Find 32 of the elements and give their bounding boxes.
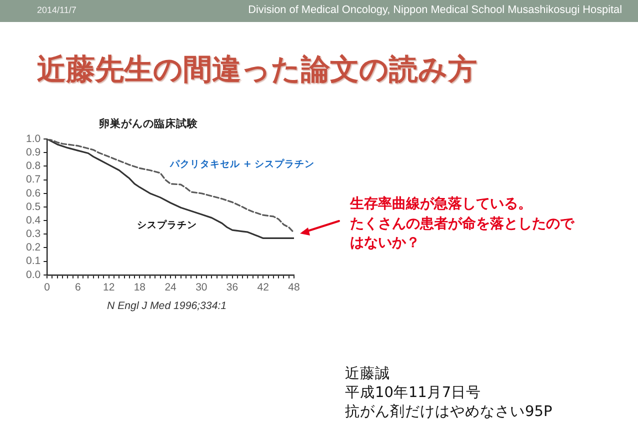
text: たくさんの患者が命を落としたのではないか？ <box>350 214 576 253</box>
text: 近藤誠 <box>345 365 390 383</box>
y-tick-label: 0.5 <box>26 200 41 213</box>
text: 生存率曲線が急落している。 <box>350 195 532 214</box>
chart-title: 近藤先生の間違った論文の読み方 <box>37 51 477 88</box>
text: 平成10年11月7日号 <box>345 384 482 402</box>
y-tick-label: 1.0 <box>26 132 41 145</box>
series-label: パクリタキセル + シスプラチン <box>170 158 315 171</box>
x-tick-label: 42 <box>257 282 270 294</box>
y-tick-label: 0.0 <box>26 268 41 281</box>
text: 2014/11/7 <box>37 5 76 15</box>
x-tick-label: 36 <box>226 282 238 294</box>
y-tick-label: 0.9 <box>26 146 41 158</box>
y-tick-label: 0.7 <box>26 174 41 186</box>
y-tick-label: 0.4 <box>26 214 41 226</box>
series-label: シスプラチン <box>137 219 197 232</box>
x-tick-label: 12 <box>102 282 115 294</box>
y-tick-label: 0.8 <box>26 160 41 172</box>
text: Division of Medical Oncology, Nippon Medical School Musashikosugi Hospital <box>248 4 622 16</box>
text: N Engl J Med 1996;334:1 <box>107 300 227 312</box>
chart-subtitle: 卵巣がんの臨床試験 <box>99 117 198 131</box>
x-tick-label: 30 <box>196 282 208 294</box>
y-tick-label: 0.3 <box>26 228 41 240</box>
x-tick-label: 48 <box>288 282 300 294</box>
x-tick-label: 0 <box>44 282 50 294</box>
y-tick-label: 0.2 <box>26 242 41 254</box>
y-tick-label: 0.6 <box>26 187 41 200</box>
x-tick-label: 24 <box>164 282 177 294</box>
text: 抗がん剤だけはやめなさい95P <box>345 402 552 421</box>
x-tick-label: 6 <box>75 282 82 294</box>
x-tick-label: 18 <box>134 282 146 294</box>
y-tick-label: 0.1 <box>26 255 41 268</box>
